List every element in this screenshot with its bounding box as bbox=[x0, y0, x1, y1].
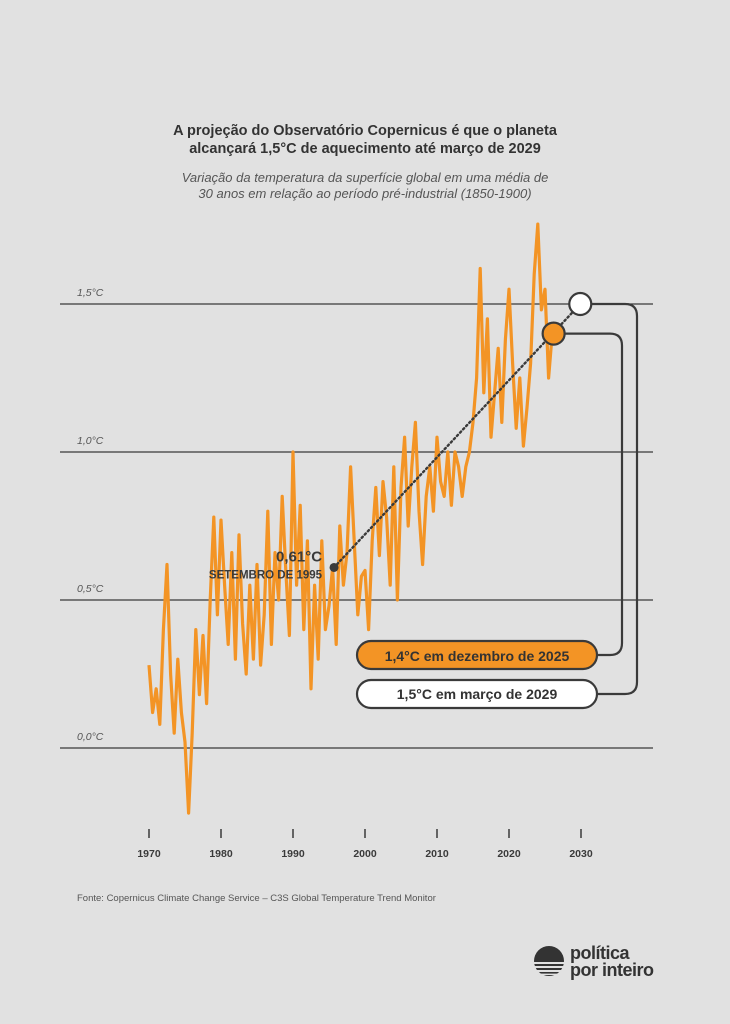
x-tick-label: 1990 bbox=[281, 848, 305, 860]
current-label-pill bbox=[355, 639, 599, 671]
logo-wordmark: política por inteiro bbox=[570, 943, 654, 980]
current-connector bbox=[553, 332, 624, 657]
projection-label: 1,5°C em março de 2029 bbox=[397, 686, 558, 702]
logo-icon bbox=[534, 946, 564, 976]
projection-point-marker bbox=[568, 291, 593, 317]
chart-title: A projeção do Observatório Copernicus é … bbox=[0, 122, 730, 158]
y-tick-label: 1,0°C bbox=[77, 435, 104, 447]
source-note: Fonte: Copernicus Climate Change Service… bbox=[77, 893, 436, 904]
subtitle-line-2: 30 anos em relação ao período pré-indust… bbox=[198, 186, 532, 201]
y-tick-label: 0,0°C bbox=[77, 731, 104, 743]
y-tick-label: 0,5°C bbox=[77, 583, 104, 595]
logo-line-2: por inteiro bbox=[570, 960, 654, 980]
chart-subtitle: Variação da temperatura da superfície gl… bbox=[0, 170, 730, 202]
trend-dotted-line bbox=[332, 302, 582, 569]
temperature-series-line bbox=[147, 222, 554, 815]
x-tick-label: 2000 bbox=[353, 848, 377, 860]
title-line-2: alcançará 1,5°C de aquecimento até março… bbox=[189, 141, 541, 157]
current-point-marker bbox=[541, 321, 566, 346]
x-tick-label: 2020 bbox=[497, 848, 521, 860]
current-label: 1,4°C em dezembro de 2025 bbox=[385, 648, 570, 664]
projection-connector bbox=[580, 302, 639, 696]
start-date-label: SETEMBRO DE 1995 bbox=[209, 569, 323, 581]
start-point-marker bbox=[329, 562, 339, 572]
y-tick-label: 1,5°C bbox=[77, 287, 104, 299]
x-tick-label: 2010 bbox=[425, 848, 449, 860]
subtitle-line-1: Variação da temperatura da superfície gl… bbox=[181, 170, 549, 185]
projection-label-pill bbox=[355, 678, 599, 710]
title-line-1: A projeção do Observatório Copernicus é … bbox=[173, 123, 557, 139]
x-tick-label: 2030 bbox=[569, 848, 593, 860]
logo-line-1: política bbox=[570, 943, 630, 963]
start-value-label: 0,61°C bbox=[276, 548, 322, 565]
x-tick-label: 1970 bbox=[137, 848, 161, 860]
x-tick-label: 1980 bbox=[209, 848, 233, 860]
